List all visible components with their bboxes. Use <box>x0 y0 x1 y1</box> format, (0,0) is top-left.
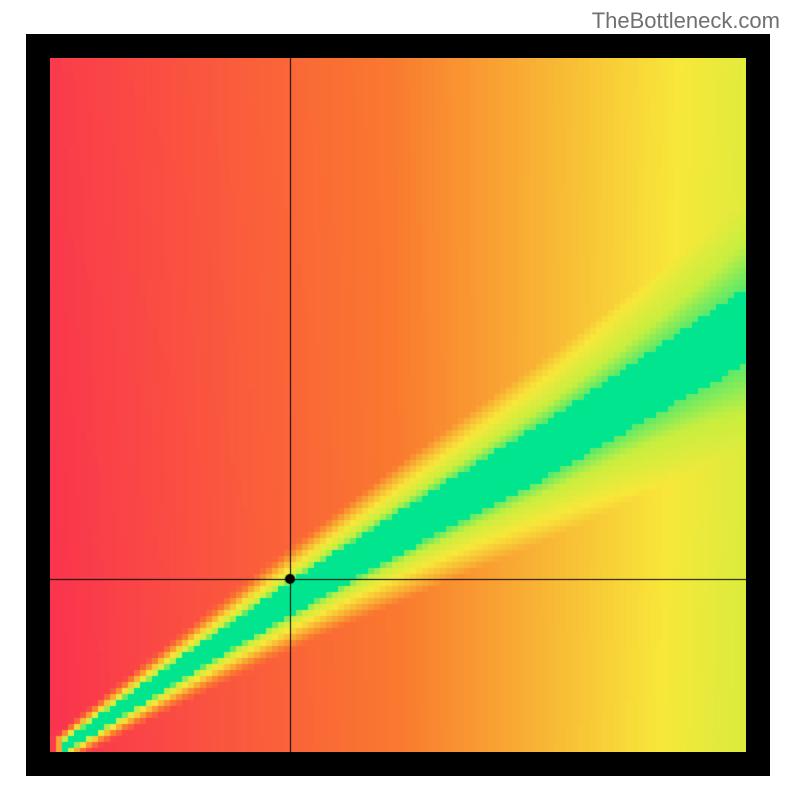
frame-border-left <box>26 34 50 776</box>
frame-border-bottom <box>26 752 770 776</box>
chart-container: TheBottleneck.com <box>0 0 800 800</box>
heatmap-canvas <box>50 58 746 752</box>
frame-border-right <box>746 34 770 776</box>
watermark-text: TheBottleneck.com <box>592 8 780 34</box>
frame-border-top <box>26 34 770 58</box>
